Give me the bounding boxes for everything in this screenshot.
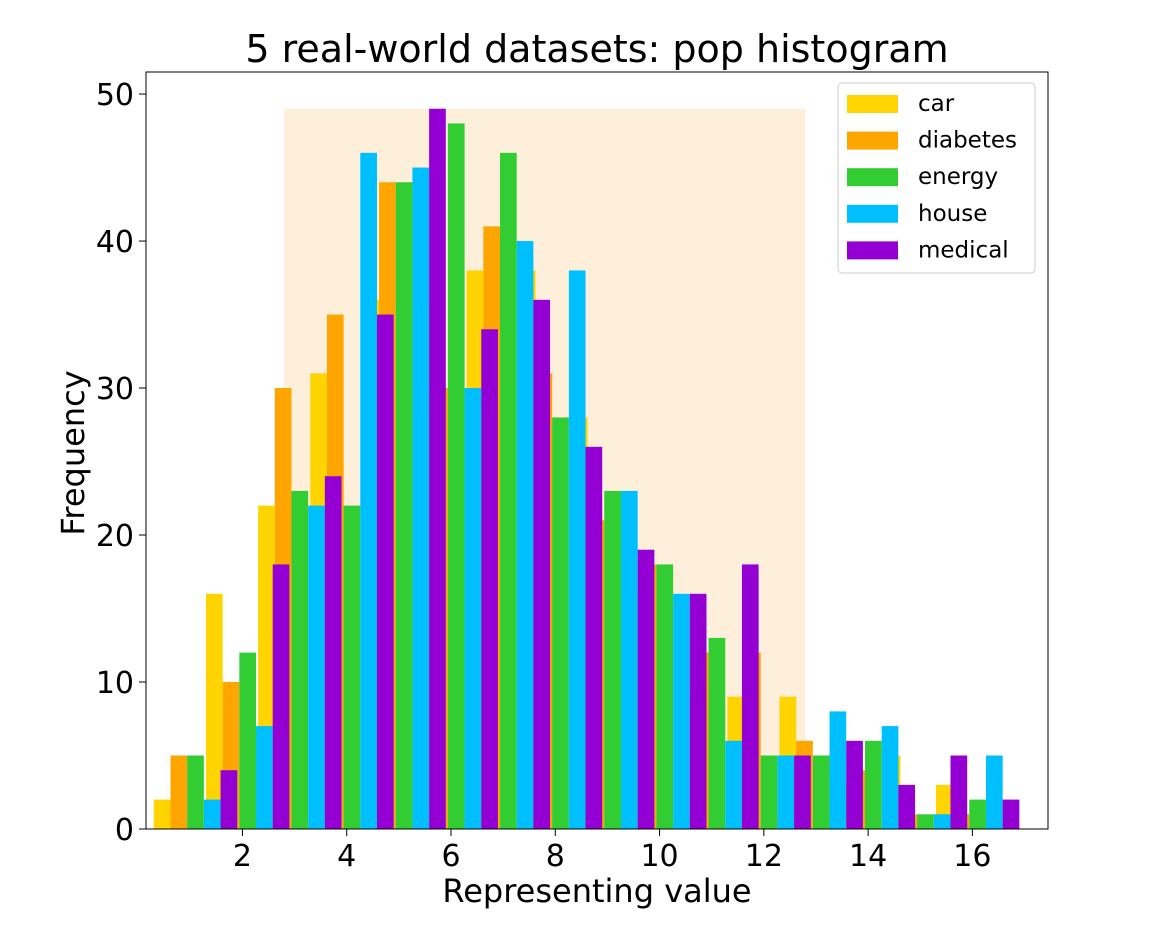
x-tick-label-2: 2	[233, 839, 252, 874]
bar-house-16	[985, 755, 1003, 829]
bar-energy-8	[552, 417, 569, 829]
bar-house-1	[203, 799, 221, 829]
x-tick-label-12: 12	[745, 839, 783, 874]
y-tick-label-50: 50	[96, 78, 134, 113]
bar-energy-2	[239, 652, 257, 829]
bar-house-6	[464, 388, 482, 829]
plot-frame	[145, 71, 1049, 830]
legend-label-car: car	[918, 91, 955, 117]
bar-energy-12	[760, 755, 778, 829]
legend-label-medical: medical	[918, 237, 1009, 263]
bar-energy-16	[969, 799, 986, 829]
bar-energy-4	[343, 505, 361, 829]
x-axis-label: Representing value	[442, 872, 751, 910]
bar-house-12	[777, 755, 795, 829]
bar-house-15	[933, 814, 951, 829]
bar-medical-10	[689, 593, 707, 829]
legend-swatch-medical	[847, 241, 898, 260]
bar-energy-13	[812, 755, 830, 829]
x-tick-label-14: 14	[849, 839, 887, 874]
bar-energy-10	[656, 564, 674, 829]
bar-medical-6	[481, 329, 498, 829]
legend-swatch-diabetes	[847, 131, 898, 150]
y-tick-label-10: 10	[96, 666, 134, 701]
x-tick-label-10: 10	[640, 839, 678, 874]
y-tick-label-30: 30	[96, 372, 134, 407]
bar-medical-8	[585, 446, 603, 829]
bar-medical-12	[794, 755, 811, 829]
bar-medical-14	[898, 784, 916, 829]
legend-swatch-car	[847, 95, 898, 113]
y-tick-label-20: 20	[96, 519, 134, 554]
bar-car-2	[205, 593, 223, 829]
bar-medical-4	[376, 314, 394, 830]
bar-medical-16	[1002, 799, 1020, 829]
bar-house-4	[360, 152, 377, 829]
bar-medical-1	[220, 770, 238, 829]
legend-label-energy: energy	[918, 164, 998, 190]
bar-energy-9	[604, 490, 621, 829]
y-tick-label-0: 0	[115, 813, 134, 848]
x-tick-label-6: 6	[441, 839, 460, 874]
series-house	[203, 152, 1003, 830]
bar-diabetes-1	[170, 755, 188, 829]
legend-box	[837, 82, 1036, 274]
bar-energy-1	[187, 755, 204, 829]
chart-title: 5 real-world datasets: pop histogram	[245, 27, 948, 71]
series-energy	[187, 123, 986, 830]
legend-swatch-energy	[847, 168, 898, 187]
legend-label-diabetes: diabetes	[918, 128, 1017, 154]
bar-energy-3	[291, 490, 309, 829]
bar-medical-7	[533, 299, 551, 829]
bar-medical-11	[741, 564, 759, 829]
x-tick-label-16: 16	[953, 839, 991, 874]
bar-medical-5	[429, 108, 446, 830]
bar-house-11	[725, 740, 742, 829]
bar-house-3	[308, 505, 325, 829]
bar-medical-2	[272, 564, 290, 829]
bar-medical-13	[846, 740, 863, 829]
bar-medical-9	[637, 549, 655, 829]
bar-house-9	[620, 490, 638, 829]
legend-label-house: house	[918, 201, 987, 227]
bar-house-10	[673, 593, 690, 829]
bar-energy-14	[864, 740, 882, 829]
bar-energy-6	[447, 123, 465, 830]
y-axis-label: Frequency	[54, 370, 92, 535]
bar-energy-15	[917, 814, 934, 829]
bar-medical-3	[324, 476, 342, 829]
bar-house-5	[412, 167, 430, 829]
series-medical	[220, 108, 1020, 830]
x-tick-label-4: 4	[337, 839, 356, 874]
bar-energy-11	[708, 637, 726, 829]
bar-house-14	[881, 726, 899, 829]
bar-house-8	[568, 270, 586, 829]
x-tick-label-8: 8	[546, 839, 565, 874]
bar-house-7	[516, 241, 534, 830]
bar-medical-15	[950, 755, 968, 829]
legend-swatch-house	[847, 204, 898, 223]
y-tick-label-40: 40	[96, 225, 134, 260]
bar-energy-5	[395, 182, 413, 829]
bar-house-2	[256, 726, 273, 829]
bar-energy-7	[500, 152, 517, 829]
bar-car-1	[153, 799, 171, 829]
bar-house-13	[829, 711, 847, 829]
